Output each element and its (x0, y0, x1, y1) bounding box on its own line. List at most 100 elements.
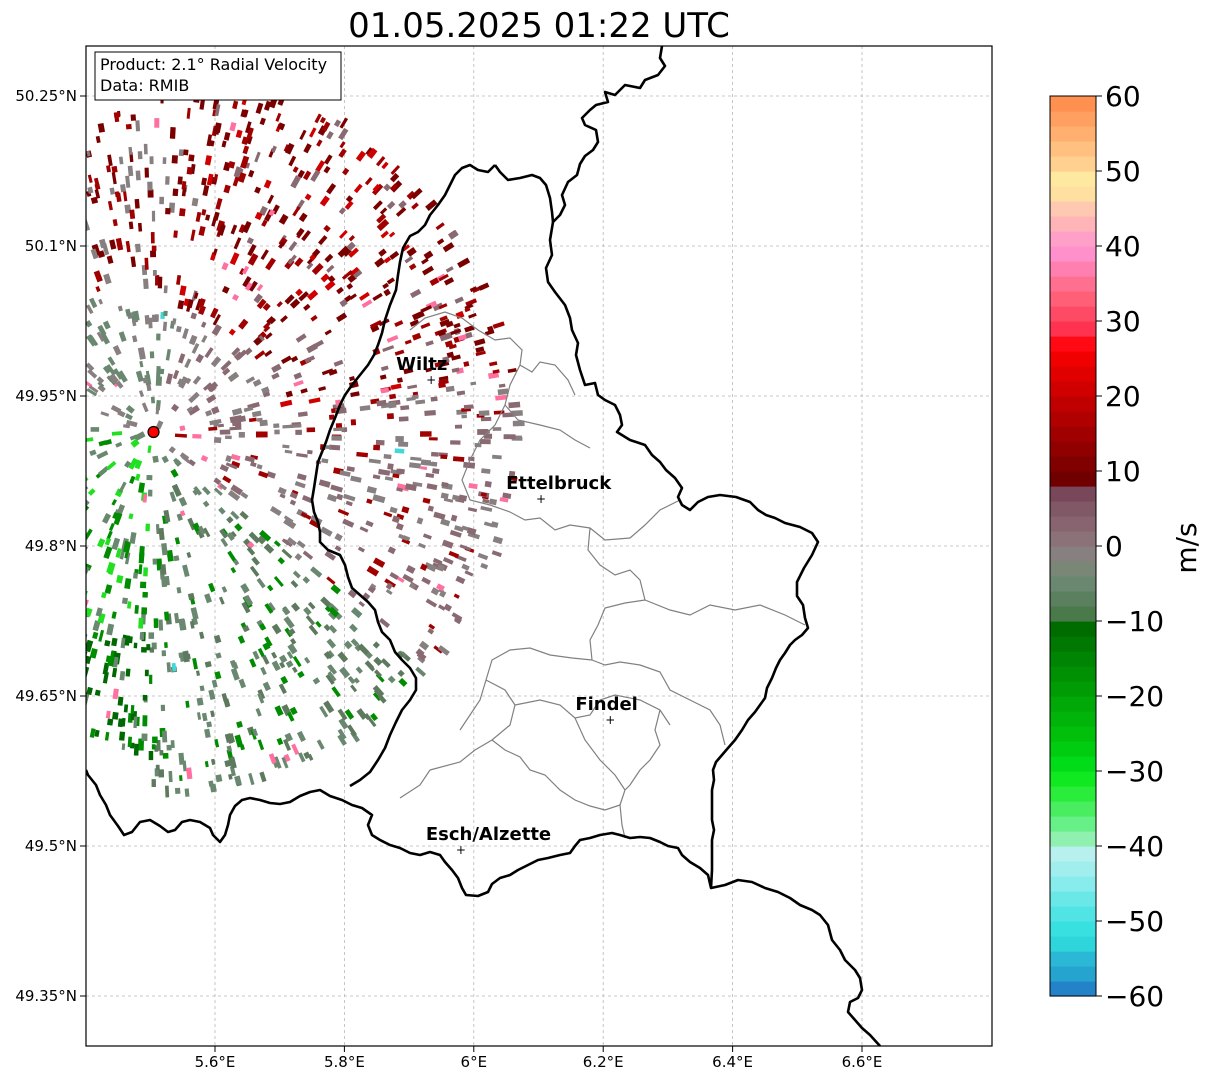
velocity-bin (315, 620, 322, 628)
velocity-bin (278, 213, 289, 225)
velocity-bin (438, 303, 448, 310)
velocity-bin (436, 583, 445, 592)
velocity-bin (418, 640, 430, 651)
velocity-bin (278, 683, 287, 695)
velocity-bin (297, 411, 308, 418)
velocity-bin (155, 764, 160, 770)
velocity-bin (147, 445, 152, 454)
velocity-bin (259, 117, 266, 126)
velocity-bin (182, 564, 190, 578)
velocity-bin (492, 454, 502, 460)
velocity-bin (125, 308, 132, 317)
velocity-bin (387, 463, 394, 470)
velocity-bin (111, 172, 117, 185)
velocity-bin (252, 728, 259, 737)
velocity-bin (306, 262, 314, 270)
velocity-bin (168, 446, 176, 454)
velocity-bin (284, 449, 293, 454)
velocity-bin (138, 617, 144, 629)
velocity-bin (508, 476, 518, 482)
velocity-bin (425, 472, 435, 478)
velocity-bin (278, 241, 285, 249)
velocity-bin (213, 634, 222, 644)
velocity-bin (246, 541, 255, 549)
city-marker: + (426, 373, 436, 387)
velocity-bin (421, 257, 429, 265)
velocity-bin (448, 343, 457, 350)
velocity-bin (143, 567, 148, 577)
velocity-bin (296, 452, 308, 458)
velocity-bin (323, 700, 335, 714)
velocity-bin (155, 420, 164, 430)
velocity-bin (249, 565, 260, 577)
velocity-bin (219, 528, 228, 539)
velocity-bin (253, 293, 263, 304)
velocity-bin (320, 526, 333, 537)
velocity-bin (100, 411, 110, 417)
colorbar-tick-label: 60 (1105, 80, 1141, 113)
velocity-bin (344, 294, 353, 303)
velocity-bin (138, 482, 146, 494)
velocity-bin (246, 237, 254, 245)
velocity-bin (169, 127, 176, 139)
city-label: Esch/Alzette (426, 824, 551, 845)
velocity-bin (410, 187, 423, 200)
velocity-bin (396, 650, 405, 659)
velocity-bin (186, 107, 191, 119)
velocity-bin (110, 404, 122, 414)
velocity-bin (348, 247, 359, 258)
velocity-bin (264, 349, 273, 358)
velocity-bin (248, 772, 255, 786)
velocity-bin (439, 332, 453, 342)
velocity-bin (475, 350, 486, 357)
velocity-bin (273, 756, 282, 769)
velocity-bin (271, 363, 282, 373)
velocity-bin (238, 318, 249, 330)
colorbar-segment (1050, 201, 1096, 217)
velocity-bin (160, 704, 166, 712)
velocity-bin (406, 247, 417, 257)
velocity-bin (495, 394, 508, 401)
colorbar-segment (1050, 771, 1096, 787)
velocity-bin (419, 563, 428, 571)
velocity-bin (398, 441, 409, 447)
velocity-bin (359, 526, 369, 533)
velocity-bin (135, 120, 141, 132)
velocity-bin (372, 183, 381, 192)
velocity-bin (229, 659, 237, 668)
velocity-bin (86, 655, 92, 665)
velocity-bin (151, 210, 156, 222)
velocity-bin (425, 598, 438, 608)
velocity-bin (192, 375, 202, 385)
velocity-bin (378, 617, 391, 628)
velocity-bin (221, 586, 228, 593)
velocity-bin (237, 635, 246, 644)
velocity-bin (432, 557, 443, 566)
velocity-bin (134, 431, 146, 441)
velocity-bin (134, 605, 139, 614)
border-north-east (493, 164, 555, 223)
colorbar-segment (1050, 786, 1096, 802)
velocity-bin (145, 523, 150, 532)
velocity-bin (328, 606, 340, 618)
velocity-bin (339, 666, 351, 679)
velocity-bin (350, 391, 360, 398)
velocity-bin (356, 451, 369, 458)
velocity-bin (107, 200, 113, 211)
velocity-bin (420, 322, 431, 329)
velocity-bin (288, 241, 298, 252)
velocity-bin (206, 134, 213, 147)
velocity-bin (118, 331, 127, 342)
velocity-bin (182, 760, 187, 772)
velocity-bin (254, 186, 262, 194)
velocity-bin (390, 164, 401, 175)
velocity-bin (280, 675, 289, 685)
velocity-bin (442, 356, 450, 364)
velocity-bin (115, 237, 124, 251)
velocity-bin (337, 508, 350, 517)
velocity-bin (230, 531, 237, 538)
velocity-bin (326, 130, 334, 140)
velocity-bin (158, 619, 164, 631)
velocity-bin (257, 689, 265, 699)
velocity-bin (179, 510, 186, 517)
